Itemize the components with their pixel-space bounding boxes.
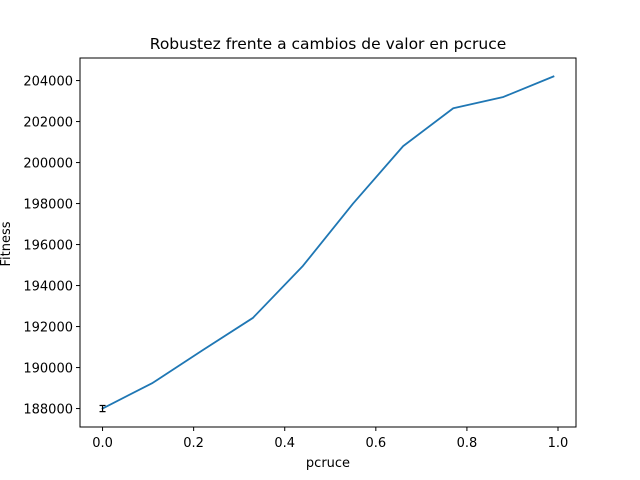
y-axis-label: Fitness	[0, 221, 14, 266]
series-line	[101, 75, 555, 410]
y-tick-label: 204000	[23, 75, 73, 90]
x-tick-label: 0.4	[274, 436, 295, 451]
x-tick-label: 0.2	[183, 436, 204, 451]
error-bar-layer	[99, 404, 106, 413]
x-axis-label: pcruce	[306, 456, 350, 471]
y-tick-label: 188000	[23, 403, 73, 418]
plot-area-frame	[79, 57, 577, 428]
chart-title: Robustez frente a cambios de valor en pc…	[150, 35, 507, 53]
y-tick-label: 192000	[23, 321, 73, 336]
x-tick-label: 0.8	[457, 436, 478, 451]
x-tick-label: 0.0	[92, 436, 113, 451]
axes-layer: 0.0 0.2 0.4 0.6 0.8 1.0 188000 190000 192000 1940…	[23, 57, 577, 451]
y-tick-label: 194000	[23, 280, 73, 295]
y-tick-label: 190000	[23, 362, 73, 377]
y-tick-label: 202000	[23, 116, 73, 131]
x-tick-label: 0.6	[365, 436, 386, 451]
y-tick-label: 196000	[23, 239, 73, 254]
x-tick-label: 1.0	[548, 436, 569, 451]
series-layer	[101, 75, 555, 410]
y-tick-label: 198000	[23, 198, 73, 213]
y-tick-label: 200000	[23, 157, 73, 172]
